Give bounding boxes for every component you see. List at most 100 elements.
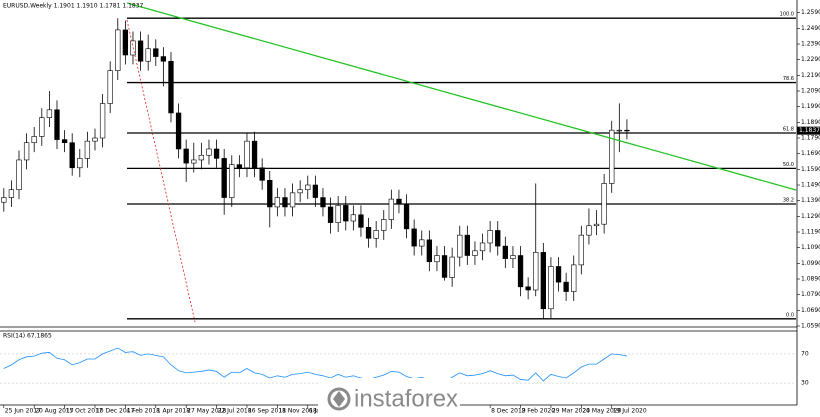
- candle-body: [457, 234, 463, 258]
- x-tick-label: 1 Apr 2018: [157, 408, 190, 415]
- rsi-tick-label: 70: [801, 350, 809, 357]
- watermark-logo: [327, 387, 351, 411]
- plot-area: [1, 17, 796, 320]
- fib-base-line: [126, 19, 196, 323]
- y-tick-label: 1.1990: [801, 103, 820, 110]
- candle-body: [54, 109, 60, 140]
- y-tick-label: 1.1590: [801, 166, 820, 173]
- candle-body: [525, 286, 531, 291]
- candle-body: [267, 180, 273, 208]
- y-tick-label: 1.0790: [801, 291, 820, 298]
- candle-body: [571, 264, 577, 292]
- y-tick-label: 1.1490: [801, 182, 820, 189]
- x-tick-label: 27 May 2018: [187, 408, 226, 415]
- candle-body: [115, 29, 121, 71]
- candle-body: [434, 255, 440, 263]
- x-tick-label: 22 Jul 2018: [218, 408, 252, 415]
- candle-body: [487, 230, 493, 244]
- candle-body: [403, 203, 410, 230]
- y-tick-label: 1.2190: [801, 72, 820, 79]
- candle-body: [624, 129, 630, 132]
- candle-body: [578, 234, 584, 266]
- candle-body: [84, 140, 91, 159]
- candle-body: [289, 192, 296, 208]
- y-tick-label: 1.0890: [801, 276, 820, 283]
- watermark: instaforex: [318, 378, 460, 417]
- candle-body: [449, 256, 455, 278]
- candle-body: [31, 136, 37, 144]
- candle-body: [183, 148, 189, 164]
- y-tick-label: 1.1390: [801, 197, 820, 204]
- fib-level-label: 50.0: [783, 162, 794, 168]
- x-tick-label: 11 Nov 2018: [278, 408, 317, 415]
- candle-body: [229, 164, 235, 198]
- y-tick-label: 1.2290: [801, 56, 820, 63]
- candle-body: [8, 189, 15, 198]
- candle-body: [259, 167, 265, 181]
- candle-body: [92, 137, 98, 142]
- y-tick-label: 1.1890: [801, 119, 820, 126]
- last-price-label: 1.1837: [799, 127, 820, 134]
- candle-body: [548, 266, 554, 310]
- candle-body: [251, 140, 258, 169]
- candle-body: [517, 255, 524, 288]
- candle-body: [168, 60, 174, 114]
- candle-body: [510, 255, 516, 259]
- candle-body: [426, 239, 433, 263]
- candle-body: [502, 245, 508, 259]
- candle-body: [1, 197, 7, 203]
- candle-body: [16, 159, 22, 191]
- candle-body: [495, 230, 501, 247]
- candle-body: [99, 103, 106, 139]
- candle-body: [320, 197, 326, 208]
- candle-body: [198, 154, 205, 161]
- candle-body: [540, 252, 546, 310]
- candle-body: [153, 48, 159, 57]
- fib-level-label: 100.0: [780, 12, 794, 18]
- candle-body: [77, 158, 83, 169]
- candle-body: [381, 219, 387, 231]
- y-tick-label: 1.2390: [801, 41, 820, 48]
- candle-body: [419, 239, 425, 247]
- rsi-tick-label: 30: [801, 380, 809, 387]
- candle-body: [69, 142, 75, 169]
- candle-body: [274, 197, 281, 208]
- candle-body: [358, 214, 364, 228]
- candle-body: [327, 206, 334, 223]
- y-tick-label: 1.1090: [801, 244, 820, 251]
- y-tick-label: 1.1690: [801, 150, 820, 157]
- x-tick-label: 24 May 2020: [582, 408, 621, 415]
- candle-body: [305, 184, 311, 191]
- candle-body: [23, 142, 30, 161]
- last-price-box: [797, 126, 820, 135]
- rsi-title: RSI(14) 67.1865: [3, 333, 52, 340]
- fib-level-label: 38.2: [783, 197, 794, 203]
- candle-body: [472, 250, 478, 256]
- candle-body: [221, 158, 227, 198]
- candle-body: [616, 129, 622, 132]
- x-tick-label: 4 Feb 2018: [126, 408, 160, 415]
- candle-body: [464, 234, 470, 256]
- y-tick-label: 1.0990: [801, 260, 820, 267]
- candle-body: [244, 140, 250, 169]
- fib-level-label: 0.0: [786, 312, 794, 318]
- candle-body: [441, 255, 448, 278]
- fib-level-label: 78.6: [783, 76, 794, 82]
- x-tick-label: 19 Jul 2020: [613, 408, 647, 415]
- y-tick-label: 1.1190: [801, 229, 820, 236]
- x-tick-label: 8 Dec 2019: [491, 408, 526, 415]
- candle-body: [411, 228, 417, 247]
- candle-body: [137, 40, 144, 62]
- x-tick-label: 15 Oct 2017: [66, 408, 103, 415]
- x-tick-label: 29 Mar 2020: [552, 408, 590, 415]
- candle-body: [236, 164, 243, 169]
- candle-body: [145, 48, 151, 62]
- chart-title: EURUSD,Weekly 1.1901 1.1910 1.1781 1.183…: [3, 3, 144, 10]
- candle-body: [593, 223, 600, 227]
- x-tick-label: 25 Jun 2017: [5, 408, 41, 415]
- candle-body: [373, 230, 379, 239]
- candle-body: [160, 56, 167, 62]
- y-tick-label: 1.2490: [801, 25, 820, 32]
